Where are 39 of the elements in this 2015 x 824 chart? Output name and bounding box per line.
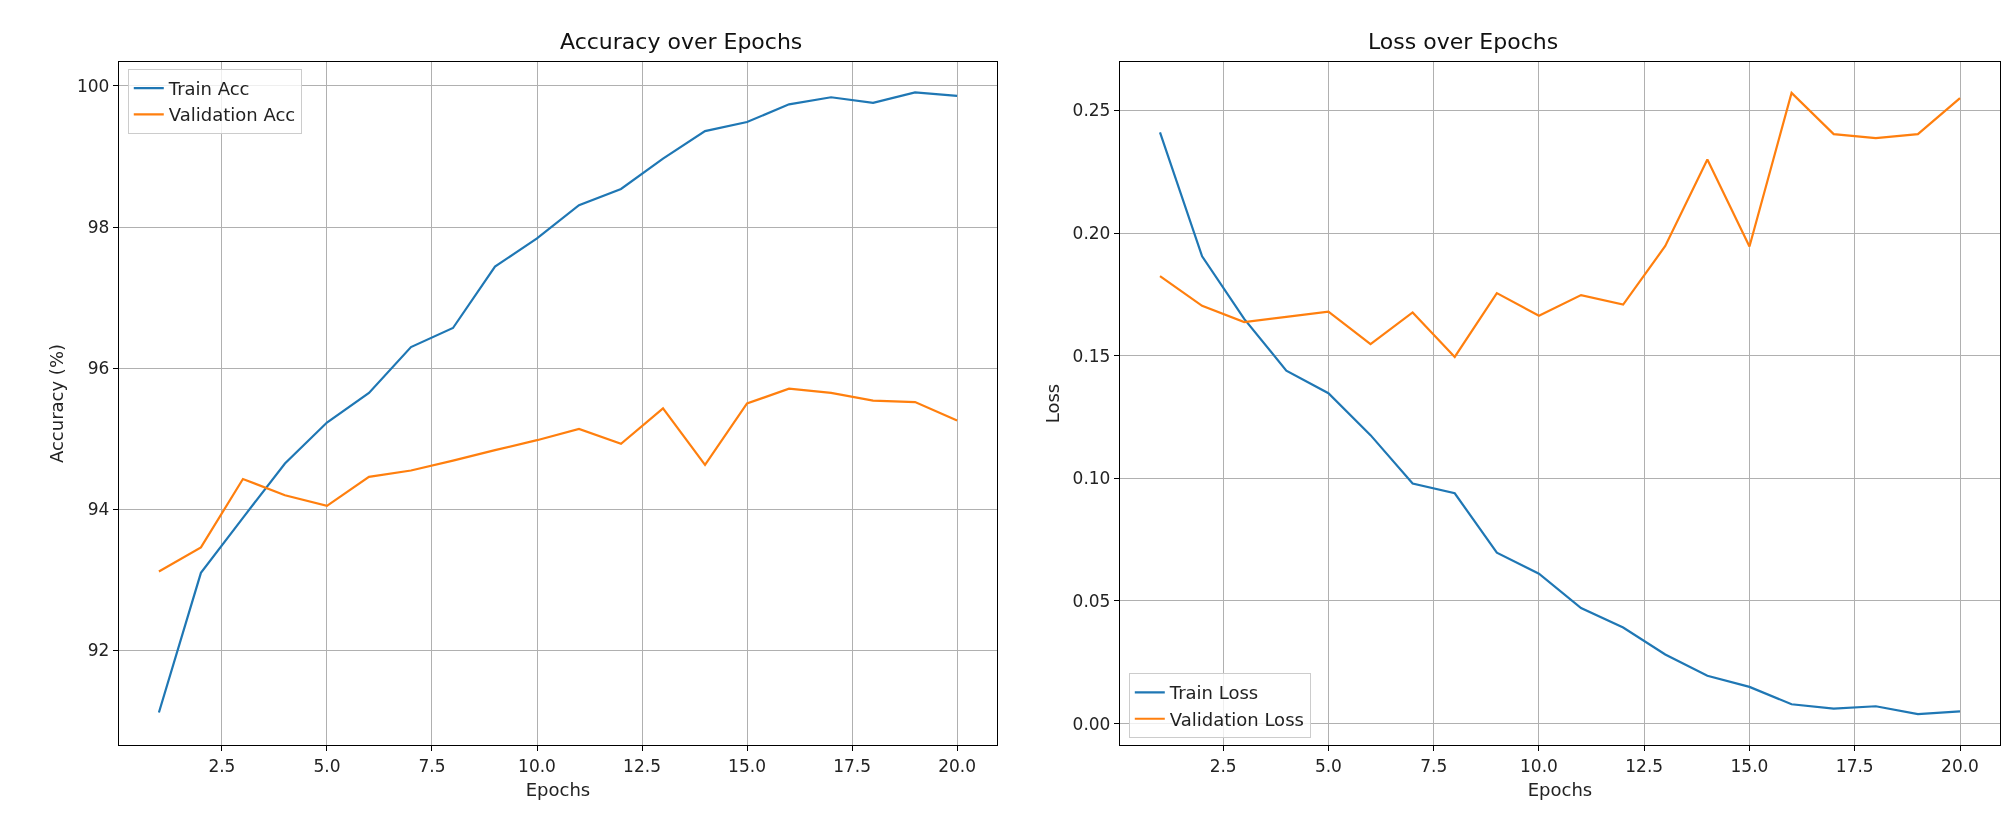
y-tick-label: 0.25	[1072, 100, 1111, 121]
line-series	[1158, 91, 1962, 358]
x-tick-label: 5.0	[313, 755, 341, 776]
x-tick-label: 20.0	[1941, 755, 1979, 776]
y-tick-label: 98	[87, 217, 110, 238]
x-tick-label: 12.5	[1625, 755, 1664, 776]
x-tick-label: 10.0	[1520, 755, 1558, 776]
y-tick-label: 92	[87, 640, 110, 661]
x-axis-title: Epochs	[1527, 778, 1593, 800]
legend-label: Validation Loss	[1169, 708, 1304, 730]
y-tick-label: 94	[87, 499, 110, 520]
x-tick-label: 2.5	[1209, 755, 1237, 776]
chart-title: Loss over Epochs	[1368, 29, 1559, 54]
y-tick-label: 0.20	[1072, 222, 1111, 243]
y-tick-label: 96	[87, 358, 110, 379]
y-axis-title: Accuracy (%)	[46, 343, 68, 464]
x-axis-title: Epochs	[525, 778, 591, 800]
x-tick-label: 17.5	[1835, 755, 1874, 776]
chart-title: Accuracy over Epochs	[560, 29, 803, 54]
x-tick-label: 2.5	[208, 755, 236, 776]
x-tick-label: 7.5	[1420, 755, 1448, 776]
legend-label: Train Acc	[167, 78, 250, 100]
x-tick-label: 5.0	[1314, 755, 1342, 776]
legend-label: Validation Acc	[168, 104, 296, 126]
x-tick-label: 17.5	[833, 755, 871, 776]
y-tick-label: 0.05	[1072, 590, 1111, 611]
x-tick-label: 12.5	[623, 755, 661, 776]
y-tick-label: 100	[77, 75, 110, 96]
x-tick-label: 10.0	[518, 755, 556, 776]
y-axis-title: Loss	[1041, 383, 1063, 424]
y-tick-label: 0.10	[1072, 468, 1111, 489]
line-series	[157, 387, 959, 573]
x-tick-label: 20.0	[938, 755, 977, 776]
legend-label: Train Loss	[1168, 682, 1259, 704]
y-tick-label: 0.00	[1072, 713, 1111, 734]
x-tick-label: 15.0	[728, 755, 766, 776]
x-tick-label: 7.5	[418, 755, 446, 776]
y-tick-label: 0.15	[1072, 345, 1111, 366]
x-tick-label: 15.0	[1730, 755, 1769, 776]
